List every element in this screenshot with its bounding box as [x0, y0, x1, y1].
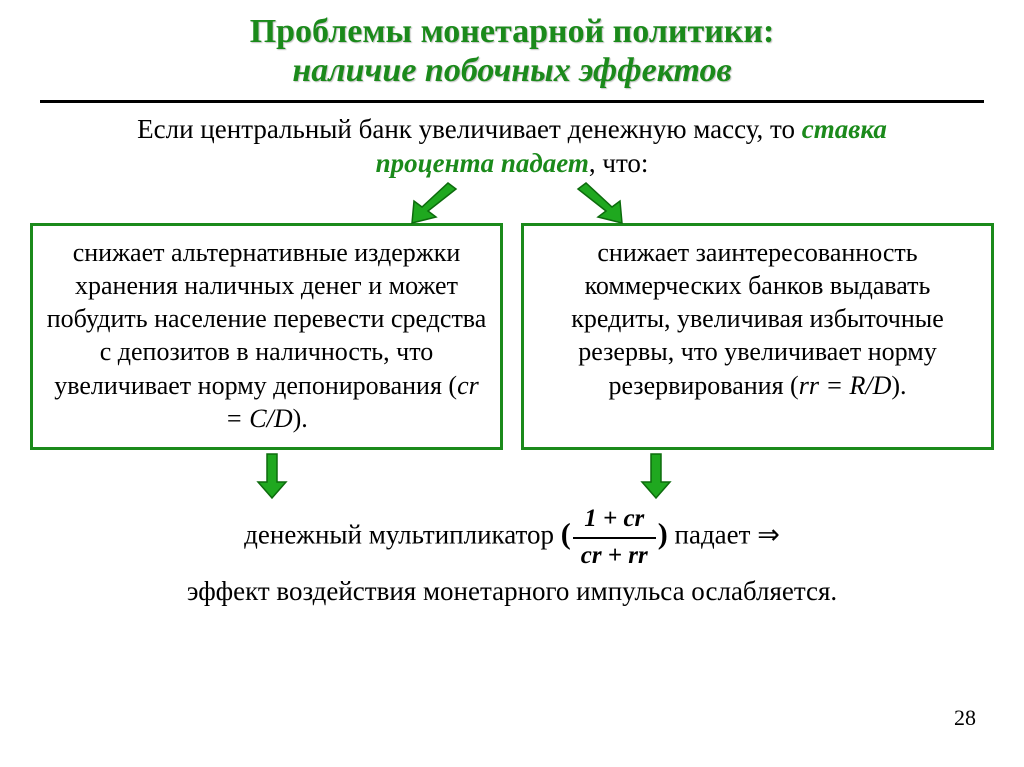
intro-suffix: , что:	[589, 148, 649, 178]
box-left-post: ).	[293, 404, 308, 433]
conclusion: денежный мультипликатор ( 1 + cr cr + rr…	[0, 502, 1024, 609]
arrow-down-right-icon	[566, 181, 626, 225]
box-right-formula: rr = R/D	[799, 371, 892, 400]
conclusion-line2: эффект воздействия монетарного импульса …	[40, 573, 984, 609]
fraction-denominator: cr + rr	[573, 539, 656, 573]
conclusion-part1: денежный мультипликатор	[244, 520, 561, 550]
arrow-down-icon-right	[640, 452, 672, 500]
open-paren: (	[561, 518, 571, 551]
arrow-down-left-icon	[408, 181, 468, 225]
intro-prefix: Если центральный банк увеличивает денежн…	[137, 114, 802, 144]
fraction: 1 + cr cr + rr	[573, 502, 656, 573]
box-left: снижает альтернативные издержки хранения…	[30, 223, 503, 451]
slide: Проблемы монетарной политики: наличие по…	[0, 0, 1024, 767]
fraction-numerator: 1 + cr	[573, 502, 656, 539]
title-line2: наличие побочных эффектов	[0, 51, 1024, 90]
conclusion-part2: падает ⇒	[675, 520, 780, 550]
boxes-row: снижает альтернативные издержки хранения…	[0, 223, 1024, 451]
arrow-row-top	[0, 181, 1024, 223]
box-left-pre: снижает альтернативные издержки хранения…	[47, 238, 487, 400]
divider	[40, 100, 984, 103]
box-right: снижает заинтересованность коммерческих …	[521, 223, 994, 451]
conclusion-line1: денежный мультипликатор ( 1 + cr cr + rr…	[40, 502, 984, 573]
arrow-down-icon-left	[256, 452, 288, 500]
close-paren: )	[658, 518, 668, 551]
page-number: 28	[954, 705, 976, 731]
box-right-post: ).	[891, 371, 906, 400]
title-line1: Проблемы монетарной политики:	[0, 12, 1024, 51]
title-block: Проблемы монетарной политики: наличие по…	[0, 0, 1024, 96]
intro-text: Если центральный банк увеличивает денежн…	[0, 113, 1024, 181]
arrow-row-mid	[0, 450, 1024, 502]
